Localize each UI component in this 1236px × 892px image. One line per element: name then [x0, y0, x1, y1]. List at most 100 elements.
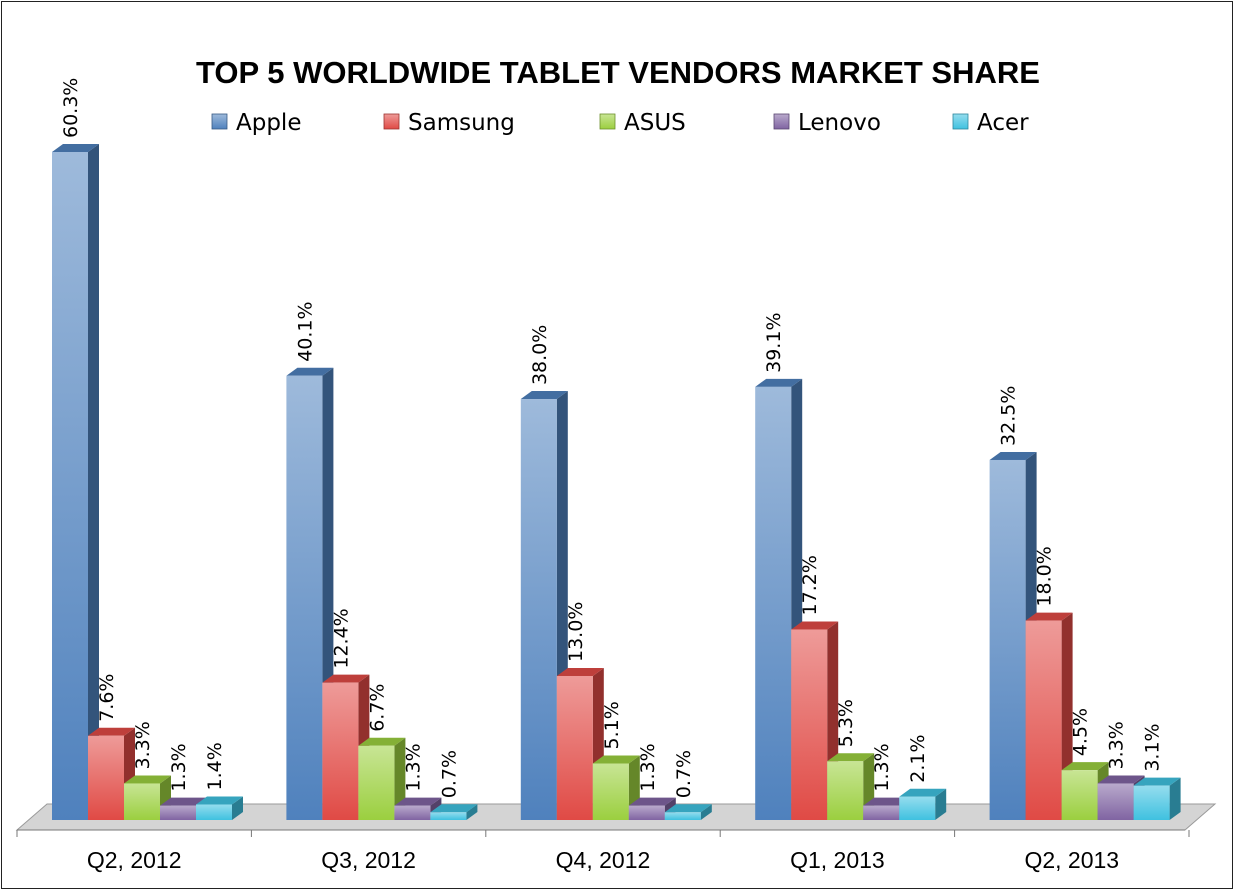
- data-label-lenovo-q2-2013: 3.3%: [1106, 721, 1128, 769]
- bar-top-face: [592, 755, 640, 764]
- data-label-acer-q4-2012: 0.7%: [673, 750, 695, 798]
- bar-front-face: [286, 375, 323, 820]
- bar-top-face: [160, 797, 207, 806]
- bar-top-face: [1061, 762, 1109, 771]
- data-label-asus-q4-2012: 5.1%: [601, 701, 623, 749]
- legend-swatch: [211, 113, 228, 130]
- bar-top-face: [520, 391, 568, 400]
- data-label-apple-q2-2013: 32.5%: [998, 386, 1020, 446]
- bar-side-face: [935, 788, 947, 820]
- legend-label: Acer: [977, 110, 1029, 136]
- bar-acer-q1-2013: [899, 788, 947, 820]
- bar-top-face: [88, 727, 135, 736]
- bar-front-face: [160, 805, 196, 820]
- category-label-q4-2012: Q4, 2012: [556, 847, 651, 873]
- bar-front-face: [989, 459, 1026, 820]
- bar-front-face: [1133, 785, 1170, 820]
- bar-front-face: [196, 804, 232, 820]
- bar-top-face: [791, 621, 839, 630]
- bar-front-face: [358, 745, 395, 820]
- legend-label: ASUS: [624, 110, 686, 136]
- bar-top-face: [286, 367, 334, 376]
- data-label-samsung-q3-2012: 12.4%: [330, 608, 352, 668]
- data-label-acer-q2-2013: 3.1%: [1142, 723, 1164, 771]
- bar-top-face: [52, 144, 99, 152]
- legend-swatch: [383, 113, 400, 130]
- bar-side-face: [394, 737, 406, 820]
- bar-top-face: [1097, 775, 1145, 784]
- legend-item-lenovo: Lenovo: [773, 110, 881, 136]
- bar-top-face: [1025, 612, 1073, 621]
- bar-front-face: [827, 761, 864, 820]
- bar-top-face: [863, 797, 911, 806]
- bar-side-face: [88, 144, 99, 820]
- data-label-apple-q4-2012: 38.0%: [529, 325, 551, 385]
- bar-front-face: [88, 735, 124, 820]
- data-labels: 60.3% 7.6% 3.3% 1.3% 1.4% 40.1% 12.4% 6.7% 1.3% 0…: [60, 78, 1164, 799]
- bar-top-face: [556, 667, 604, 676]
- data-label-lenovo-q4-2012: 1.3%: [637, 743, 659, 791]
- data-label-acer-q1-2013: 2.1%: [907, 734, 929, 782]
- data-label-samsung-q1-2013: 17.2%: [799, 555, 821, 615]
- bar-front-face: [52, 152, 88, 820]
- data-label-apple-q3-2012: 40.1%: [294, 301, 316, 361]
- bar-top-face: [394, 797, 442, 806]
- bar-front-face: [1097, 783, 1134, 820]
- legend: Apple Samsung ASUS Lenovo Acer: [211, 110, 1029, 136]
- legend-item-acer: Acer: [952, 110, 1029, 136]
- category-label-q2-2012: Q2, 2012: [87, 847, 182, 873]
- legend-label: Lenovo: [798, 110, 881, 136]
- category-label-q1-2013: Q1, 2013: [790, 847, 885, 873]
- data-label-acer-q3-2012: 0.7%: [438, 750, 460, 798]
- bar-acer-q3-2012: [430, 804, 478, 820]
- data-label-asus-q3-2012: 6.7%: [366, 683, 388, 731]
- bar-side-face: [1169, 777, 1181, 820]
- bar-front-face: [592, 763, 629, 820]
- bar-top-face: [322, 674, 370, 683]
- data-label-asus-q2-2012: 3.3%: [132, 721, 154, 769]
- data-label-samsung-q2-2012: 7.6%: [96, 674, 118, 722]
- bar-acer-q4-2012: [664, 804, 712, 820]
- bar-top-face: [899, 788, 947, 797]
- bar-top-face: [358, 737, 406, 746]
- bar-top-face: [755, 378, 803, 387]
- bars: [52, 144, 1181, 820]
- bar-top-face: [628, 797, 676, 806]
- bar-side-face: [700, 804, 712, 820]
- bar-front-face: [863, 805, 900, 820]
- bar-top-face: [989, 451, 1037, 460]
- data-label-acer-q2-2012: 1.4%: [204, 742, 226, 790]
- legend-swatch: [599, 113, 616, 130]
- data-label-asus-q2-2013: 4.5%: [1070, 708, 1092, 756]
- bar-acer-q2-2012: [196, 796, 243, 820]
- legend-item-apple: Apple: [211, 110, 301, 136]
- bar-front-face: [394, 805, 431, 820]
- bar-front-face: [1025, 620, 1062, 820]
- legend-item-samsung: Samsung: [383, 110, 515, 136]
- legend-swatch: [773, 113, 790, 130]
- bar-front-face: [791, 629, 828, 820]
- data-label-samsung-q4-2012: 13.0%: [565, 602, 587, 662]
- bar-top-face: [124, 775, 171, 784]
- data-label-lenovo-q1-2013: 1.3%: [871, 743, 893, 791]
- data-label-asus-q1-2013: 5.3%: [835, 699, 857, 747]
- bar-apple-q2-2012: [52, 144, 99, 820]
- bar-front-face: [520, 399, 557, 820]
- bar-side-face: [466, 804, 478, 820]
- bar-front-face: [1061, 770, 1098, 820]
- bar-front-face: [755, 386, 792, 820]
- legend-label: Samsung: [408, 110, 515, 136]
- data-label-lenovo-q2-2012: 1.3%: [168, 743, 190, 791]
- bar-front-face: [664, 812, 701, 820]
- bar-top-face: [196, 796, 243, 805]
- chart-title: TOP 5 WORLDWIDE TABLET VENDORS MARKET SH…: [196, 55, 1040, 90]
- bar-acer-q2-2013: [1133, 777, 1181, 820]
- data-label-apple-q2-2012: 60.3%: [60, 78, 82, 138]
- bar-front-face: [556, 675, 593, 820]
- bar-asus-q2-2012: [124, 775, 171, 820]
- bar-apple-q1-2013: [755, 378, 803, 820]
- bar-front-face: [430, 812, 467, 820]
- data-label-apple-q1-2013: 39.1%: [763, 312, 785, 372]
- category-label-q3-2012: Q3, 2012: [321, 847, 416, 873]
